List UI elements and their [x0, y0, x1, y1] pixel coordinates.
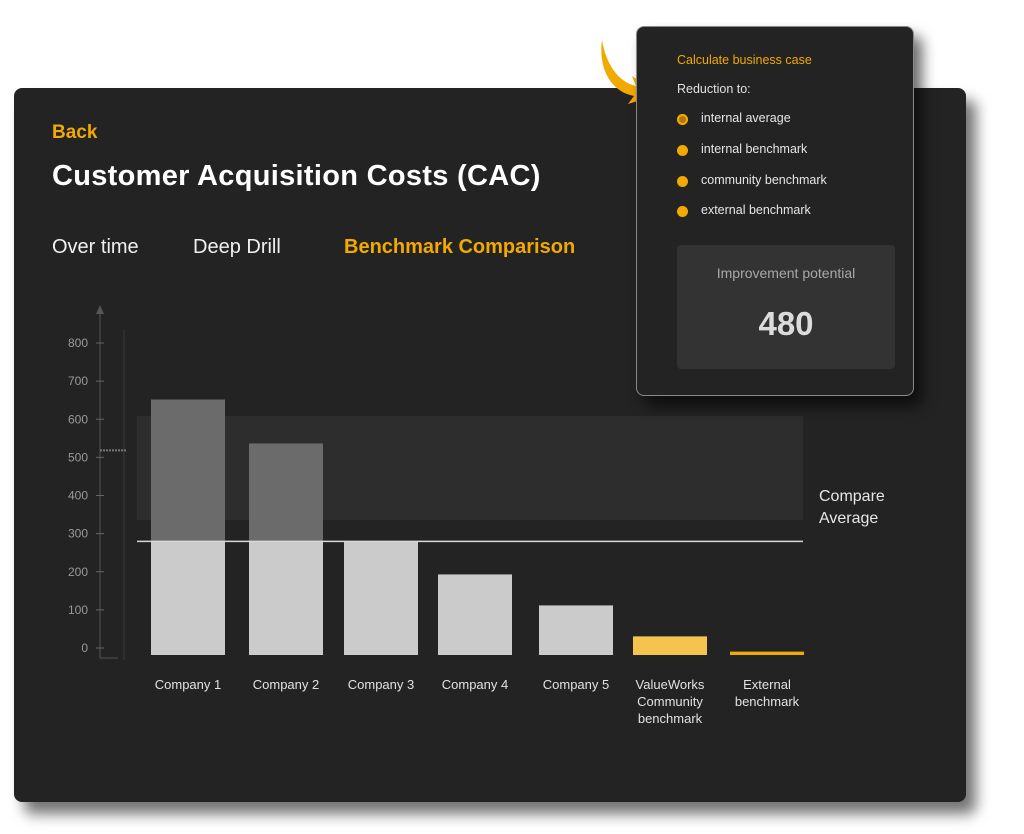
x-category-label: benchmark [638, 711, 703, 726]
y-tick-label: 100 [68, 603, 88, 617]
x-category-label: Community [637, 694, 703, 709]
bar-excess [249, 443, 323, 542]
improvement-value: 480 [758, 305, 814, 342]
compare-average-label-line2: Average [819, 510, 878, 527]
page-title: Customer Acquisition Costs (CAC) [52, 160, 541, 192]
bar-highlight [730, 651, 804, 655]
x-category-label: Company 5 [543, 677, 609, 692]
y-tick-label: 600 [68, 412, 88, 426]
x-category-label: ValueWorks [636, 677, 705, 692]
y-tick-label: 400 [68, 489, 88, 503]
radio-icon[interactable] [677, 206, 688, 217]
radio-selected-icon[interactable] [677, 114, 688, 125]
popup-title: Calculate business case [677, 53, 812, 67]
option-label: internal average [701, 111, 791, 125]
option-label: external benchmark [701, 203, 811, 217]
radio-icon[interactable] [677, 145, 688, 156]
y-tick-label: 800 [68, 336, 88, 350]
option-label: community benchmark [701, 173, 827, 187]
improvement-label: Improvement potential [716, 265, 856, 281]
y-tick-label: 500 [68, 450, 88, 464]
bar [344, 541, 418, 655]
bar-base [249, 541, 323, 655]
x-category-label: benchmark [735, 694, 800, 709]
bar-excess [151, 399, 225, 542]
bar-base [151, 541, 225, 655]
x-category-label: Company 2 [253, 677, 319, 692]
business-case-popup: Calculate business case Reduction to: in… [636, 26, 914, 396]
x-category-label: Company 3 [348, 677, 414, 692]
popup-subtitle: Reduction to: [677, 82, 751, 96]
tab-deep-drill[interactable]: Deep Drill [193, 236, 281, 258]
bar [539, 605, 613, 655]
radio-icon[interactable] [677, 176, 688, 187]
option-label: internal benchmark [701, 142, 808, 156]
y-tick-label: 300 [68, 527, 88, 541]
y-tick-label: 700 [68, 374, 88, 388]
improvement-potential-card: Improvement potential 480 [677, 245, 895, 369]
comparison-band [137, 416, 803, 520]
y-axis-arrow-icon [96, 305, 104, 314]
x-category-label: Company 4 [442, 677, 508, 692]
bar [438, 574, 512, 655]
x-category-label: External [743, 677, 791, 692]
y-tick-label: 0 [81, 641, 88, 655]
y-tick-label: 200 [68, 565, 88, 579]
tab-benchmark-comparison[interactable]: Benchmark Comparison [344, 236, 576, 258]
tab-over-time[interactable]: Over time [52, 236, 139, 258]
compare-average-label-line1: Compare [819, 488, 885, 505]
x-category-label: Company 1 [155, 677, 221, 692]
bar-highlight [633, 636, 707, 655]
back-link[interactable]: Back [52, 122, 98, 143]
